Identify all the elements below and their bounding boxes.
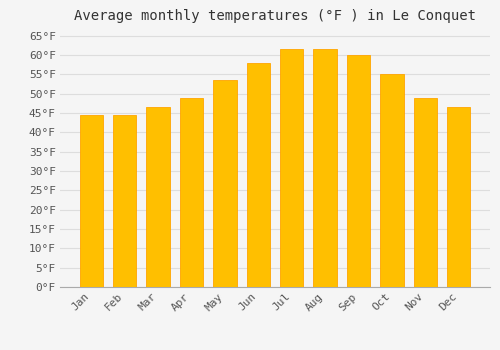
Bar xyxy=(447,107,470,287)
Bar xyxy=(280,49,303,287)
Bar xyxy=(180,98,203,287)
Bar xyxy=(314,49,337,287)
Bar xyxy=(380,75,404,287)
Bar xyxy=(80,115,103,287)
Bar xyxy=(113,115,136,287)
Bar xyxy=(414,98,437,287)
Bar xyxy=(146,107,170,287)
Bar xyxy=(213,80,236,287)
Bar xyxy=(347,55,370,287)
Title: Average monthly temperatures (°F ) in Le Conquet: Average monthly temperatures (°F ) in Le… xyxy=(74,9,476,23)
Bar xyxy=(246,63,270,287)
